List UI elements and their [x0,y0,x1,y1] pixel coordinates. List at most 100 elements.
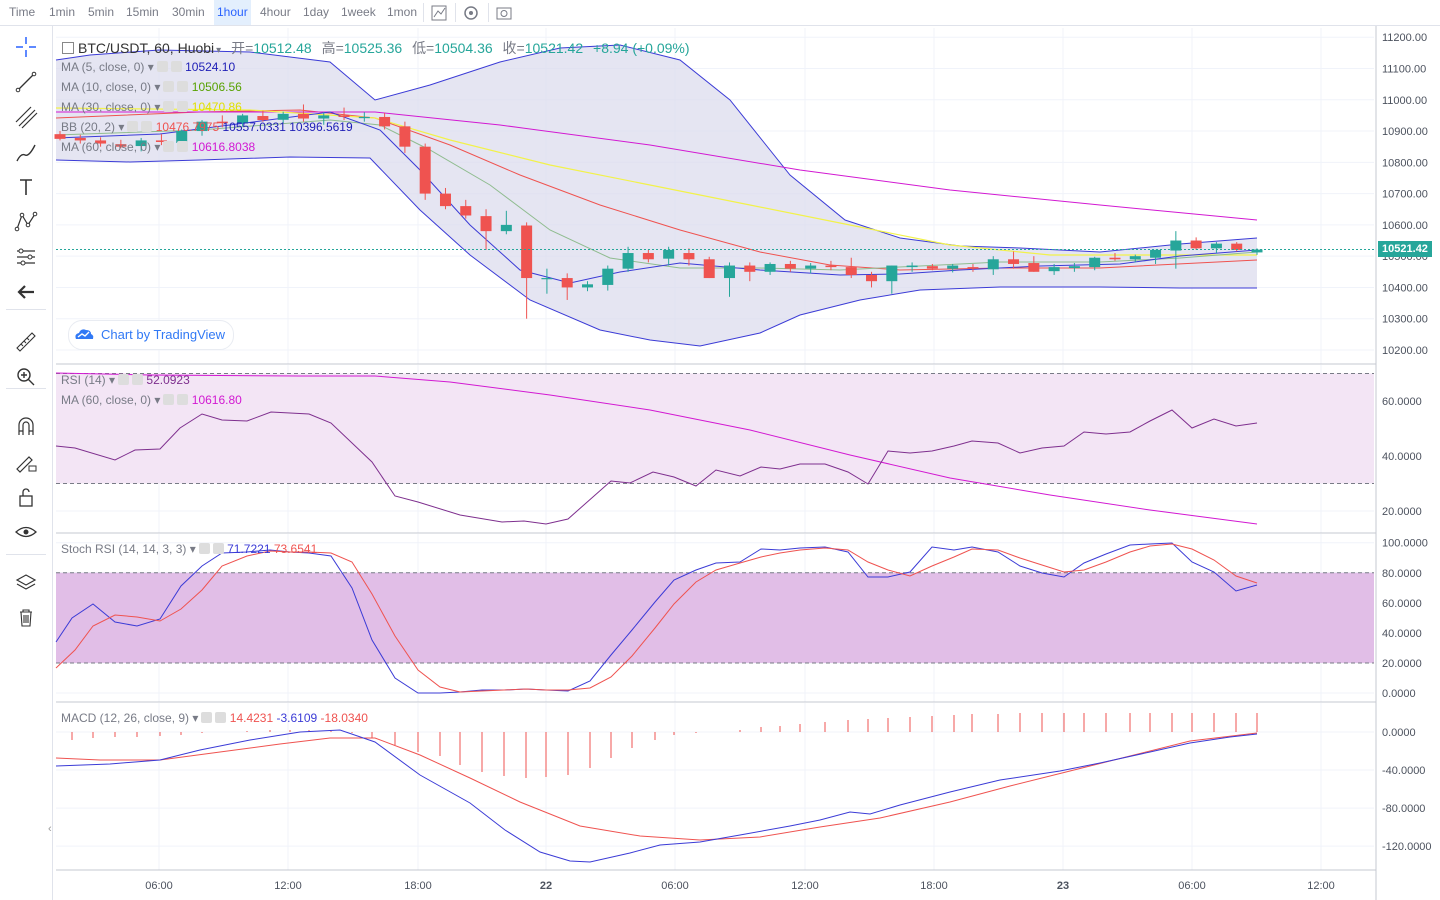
settings-icon[interactable] [460,2,482,24]
candle-body [74,137,86,141]
candle-body [967,267,979,269]
timeframe-1mon[interactable]: 1mon [387,5,418,19]
candle-body [521,225,533,279]
back-arrow-icon[interactable] [11,277,41,307]
toolbar-separator [455,3,456,22]
price-axis-tick: 11200.00 [1382,32,1427,44]
ma30-value: 10470.86 [191,100,242,114]
candle-body [1251,249,1263,253]
legend-stoch[interactable]: Stoch RSI (14, 14, 3, 3) ▾ 71.7221 73.65… [61,542,318,556]
candle-body [1008,259,1020,264]
unlock-icon[interactable] [11,482,41,512]
timeframe-1week[interactable]: 1week [341,5,376,19]
candle-body [724,265,736,279]
candle-body [805,265,817,269]
symbol-chevron-icon[interactable]: ▾ [216,45,222,56]
candle-body [1048,267,1060,272]
rsi-value: 52.0923 [146,373,190,387]
candle-body [1028,263,1040,272]
zoom-icon[interactable] [11,362,41,392]
ma5-value: 10524.10 [185,60,236,74]
candle-body [1129,256,1141,260]
bollinger-upper-line [55,44,1258,253]
ma5-line [55,111,1258,284]
text-icon[interactable] [11,172,41,202]
candle-body [54,134,66,139]
low-value: 10504.36 [434,40,493,56]
candle-body [602,268,614,285]
time-axis-tick: 12:00 [274,880,302,892]
bollinger-lower-line [55,156,1257,347]
legend-ma10[interactable]: MA (10, close, 0) ▾ 10506.56 [61,80,242,94]
low-label: 低= [412,40,435,56]
lock-drawing-icon[interactable] [11,447,41,477]
macd-axis-tick: -40.0000 [1382,765,1425,777]
candle-body [926,266,938,269]
candle-body [399,126,411,147]
change-value: +8.94 (+0.09%) [593,40,690,56]
tool-separator [6,309,46,310]
stoch-k-value: 71.7221 [227,542,271,556]
legend-rsi[interactable]: RSI (14) ▾ 52.0923 [61,373,190,387]
timeframe-time[interactable]: Time [9,5,36,19]
candle-body [176,131,188,143]
candle-body [297,113,309,119]
candle-body [784,263,796,269]
stoch-axis-tick: 20.0000 [1382,658,1422,670]
toolbar-separator [488,3,489,22]
time-axis-tick: 22 [540,880,552,892]
legend-rsi-ma[interactable]: MA (60, close, 0) ▾ 10616.80 [61,393,242,407]
open-value: 10512.48 [253,40,312,56]
stoch-k-line [55,542,1258,694]
bb-lower-value: 10396.5619 [289,120,353,134]
trend-line-icon[interactable] [11,67,41,97]
magnet-icon[interactable] [11,412,41,442]
candle-body [1109,257,1121,260]
tool-separator [6,388,46,389]
ruler-icon[interactable] [11,327,41,357]
fib-icon[interactable] [11,102,41,132]
screenshot-icon[interactable] [493,2,515,24]
tradingview-watermark[interactable]: Chart by TradingView [68,320,235,350]
timeframe-4hour[interactable]: 4hour [260,5,291,19]
legend-ma5[interactable]: MA (5, close, 0) ▾ 10524.10 [61,60,236,74]
rsi-ma-line [55,372,1258,525]
scroll-left-icon: ‹ [48,823,52,835]
candle-body [1150,249,1162,258]
crosshair-icon[interactable] [11,32,41,62]
layers-icon[interactable] [11,567,41,597]
collapse-icon[interactable] [62,42,74,54]
pattern-icon[interactable] [11,207,41,237]
candle-body [1210,243,1222,249]
candle-body [642,253,654,260]
timeframe-5min[interactable]: 5min [88,5,115,19]
legend-bb[interactable]: BB (20, 2) ▾ 10476.7975 10557.0331 10396… [61,120,353,134]
ma30-line [55,107,1257,256]
candle-body [318,115,330,119]
macd-value: -3.6109 [276,711,318,725]
legend-macd[interactable]: MACD (12, 26, close, 9) ▾ 14.4231 -3.610… [61,711,368,725]
legend-ma60[interactable]: MA (60, close, 0) ▾ 10616.8038 [61,140,256,154]
timeframe-1day[interactable]: 1day [303,5,330,19]
symbol-title: BTC/USDT, 60, Huobi [78,40,215,56]
eye-icon[interactable] [11,517,41,547]
candle-body [115,144,127,147]
prediction-icon[interactable] [11,242,41,272]
timeframe-30min[interactable]: 30min [172,5,205,19]
chart-style-icon[interactable] [428,2,450,24]
drawing-toolbar [0,26,53,900]
stoch-d-line [55,543,1258,693]
candle-body [906,265,918,268]
close-label: 收= [502,40,525,56]
timeframe-1hour[interactable]: 1hour [214,0,251,25]
timeframe-1min[interactable]: 1min [49,5,76,19]
candle-body [663,249,675,259]
candle-body [845,267,857,275]
brush-icon[interactable] [11,137,41,167]
tool-separator [6,554,46,555]
candle-body [338,115,350,117]
legend-ma30[interactable]: MA (30, close, 0) ▾ 10470.86 [61,100,242,114]
timeframe-15min[interactable]: 15min [126,5,159,19]
trash-icon[interactable] [11,602,41,632]
